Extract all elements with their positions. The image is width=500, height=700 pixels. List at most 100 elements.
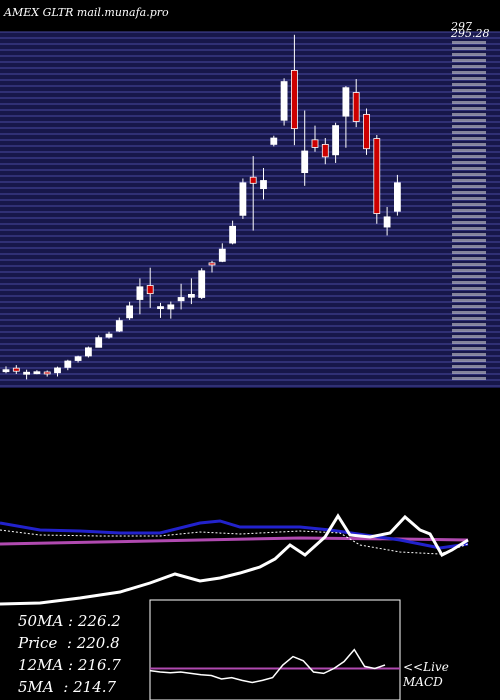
candle-body: [74, 356, 82, 361]
candle: [23, 369, 31, 380]
candle: [270, 135, 278, 147]
candle-body: [95, 337, 103, 348]
axis-tick-mark: [452, 95, 486, 98]
candle-body: [167, 304, 175, 310]
candle: [105, 331, 113, 339]
axis-tick-mark: [452, 269, 486, 272]
axis-tick-mark: [452, 233, 486, 236]
axis-tick-mark: [452, 119, 486, 122]
axis-tick-mark: [452, 155, 486, 158]
stat-50ma: 50MA : 226.2: [18, 612, 121, 630]
candle: [177, 283, 185, 310]
stat-value: 214.7: [73, 678, 117, 696]
candle: [229, 220, 237, 245]
macd-panel: [149, 648, 400, 684]
candle-body: [270, 137, 278, 145]
candle: [198, 268, 206, 299]
indicator-price-line: [0, 513, 469, 606]
candle: [352, 79, 360, 128]
macd-line: [149, 648, 386, 684]
candle-body: [218, 248, 226, 262]
axis-tick-mark: [452, 323, 486, 326]
axis-tick-mark: [452, 215, 486, 218]
axis-tick-mark: [452, 347, 486, 350]
axis-tick-mark: [452, 221, 486, 224]
axis-tick-mark: [452, 227, 486, 230]
candle-body: [126, 305, 133, 319]
candle-body: [393, 182, 401, 212]
stat-label: 50MA: [18, 612, 64, 630]
candle: [2, 366, 10, 374]
axis-tick-mark: [452, 317, 486, 320]
axis-tick-mark: [452, 257, 486, 260]
candle: [332, 122, 340, 163]
candle-body: [85, 347, 92, 357]
candle-body: [260, 180, 267, 190]
candle-body: [342, 87, 350, 117]
candle: [290, 34, 298, 146]
candle: [95, 335, 103, 348]
candlestick-series: [2, 34, 401, 380]
axis-tick-mark: [452, 359, 486, 362]
candle: [64, 359, 72, 371]
axis-tick-mark: [452, 353, 486, 356]
candle-body: [229, 225, 237, 244]
axis-tick-mark: [452, 251, 486, 254]
candle-body: [363, 113, 370, 150]
grid-band: [0, 32, 500, 388]
axis-tick-mark: [452, 125, 486, 128]
indicator-panel: [0, 513, 469, 606]
axis-tick-mark: [452, 77, 486, 80]
candle: [260, 168, 267, 200]
stat-label: Price: [18, 634, 58, 652]
macd-live-label: <<Live: [403, 660, 449, 674]
candle-body: [136, 286, 144, 300]
price-grid: [0, 31, 500, 388]
stat-5ma: 5MA : 214.7: [18, 678, 117, 696]
candle: [249, 156, 257, 231]
axis-tick-mark: [452, 161, 486, 164]
axis-tick-mark: [452, 173, 486, 176]
axis-tick-mark: [452, 83, 486, 86]
axis-tick-mark: [452, 167, 486, 170]
stat-value: 226.2: [77, 612, 121, 630]
candle: [12, 365, 20, 375]
candle-body: [321, 143, 329, 158]
axis-tick-mark: [452, 191, 486, 194]
candle-body: [352, 92, 360, 122]
macd-panel-frame: [149, 599, 401, 700]
candle: [363, 108, 370, 155]
axis-tick-mark: [452, 65, 486, 68]
axis-label-top: 297: [450, 20, 472, 33]
candle-body: [2, 369, 10, 373]
candle: [342, 86, 350, 148]
axis-tick-mark: [452, 293, 486, 296]
candle-body: [249, 176, 257, 184]
candle: [383, 206, 391, 236]
candle: [373, 134, 381, 224]
candle-body: [146, 285, 154, 295]
candle: [311, 125, 319, 152]
axis-tick-mark: [452, 59, 486, 62]
axis-tick-mark: [452, 329, 486, 332]
candle-body: [301, 150, 309, 174]
axis-tick-mark: [452, 179, 486, 182]
candle-body: [115, 320, 123, 332]
axis-tick-mark: [452, 143, 486, 146]
candle: [301, 110, 309, 186]
candle: [115, 317, 123, 333]
axis-tick-mark: [452, 101, 486, 104]
candle: [321, 138, 329, 165]
axis-tick-mark: [452, 197, 486, 200]
candle: [85, 346, 92, 358]
candle: [280, 78, 288, 126]
axis-tick-mark: [452, 287, 486, 290]
candle-body: [105, 333, 113, 338]
candle: [393, 174, 401, 216]
stat-label: 5MA: [18, 678, 54, 696]
axis-label-current: 295.28: [450, 27, 490, 40]
axis-tick-mark: [452, 113, 486, 116]
site-text: mail.munafa.pro: [76, 6, 169, 19]
axis-tick-mark: [452, 245, 486, 248]
